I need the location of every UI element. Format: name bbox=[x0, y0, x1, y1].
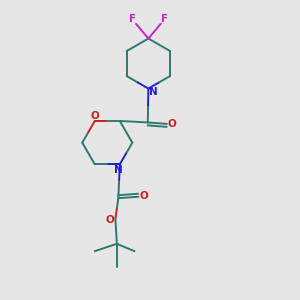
Text: N: N bbox=[149, 87, 158, 97]
Text: O: O bbox=[139, 191, 148, 201]
Text: N: N bbox=[114, 165, 123, 175]
Text: O: O bbox=[90, 111, 99, 121]
Text: F: F bbox=[129, 14, 136, 24]
Text: O: O bbox=[168, 119, 177, 130]
Text: F: F bbox=[161, 14, 168, 24]
Text: O: O bbox=[105, 215, 114, 225]
